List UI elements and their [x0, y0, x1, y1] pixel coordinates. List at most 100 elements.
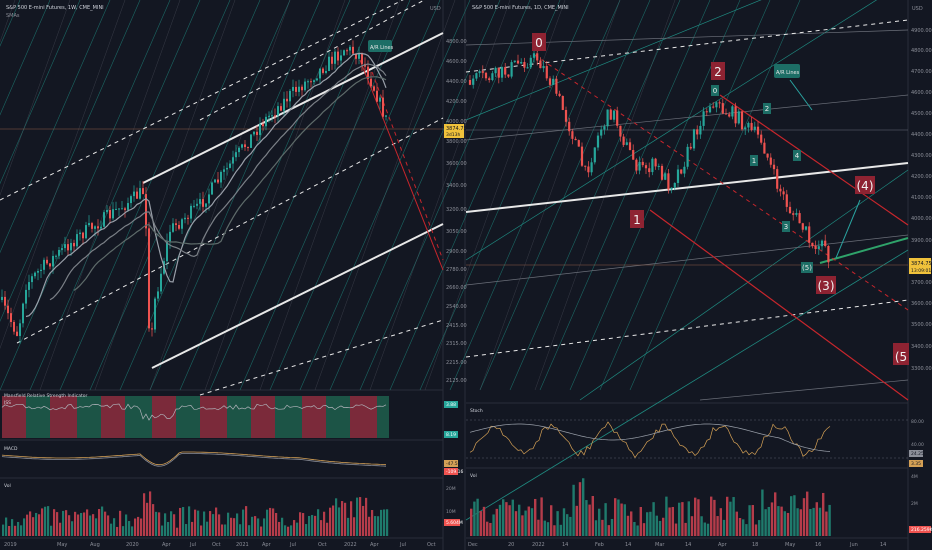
candle-body: [382, 97, 384, 117]
candle-body: [817, 246, 820, 249]
mansfield-bar: [320, 396, 323, 438]
candle-body: [580, 146, 584, 166]
candle-body: [379, 97, 381, 102]
mansfield-bar: [74, 396, 77, 438]
left-x-label: Jul: [399, 542, 406, 548]
left-x-label: 2019: [4, 542, 17, 548]
left-price-tick: 2660.00: [446, 285, 467, 291]
candle-body: [49, 263, 51, 267]
volume-bar: [383, 509, 386, 536]
volume-bar: [751, 505, 754, 536]
candle-body: [244, 144, 246, 148]
candle-body: [289, 90, 291, 102]
candle-body: [175, 223, 177, 225]
volume-bar: [323, 511, 326, 536]
volume-bar: [47, 506, 50, 536]
minor-wave-box: [782, 221, 790, 232]
candle-body: [124, 208, 126, 210]
volume-bar: [553, 525, 556, 536]
right-price-tick: 4700.00: [911, 69, 932, 75]
left-price-tick: 2125.00: [446, 378, 467, 384]
right-x-label: 18: [752, 542, 758, 548]
volume-bar: [633, 521, 636, 536]
volume-bar: [706, 523, 710, 536]
candle-body: [724, 113, 728, 115]
right-x-label: 14: [625, 542, 631, 548]
candle-body: [121, 208, 123, 210]
candle-body: [94, 226, 96, 229]
candle-body: [609, 109, 612, 120]
volume-bar: [32, 517, 35, 536]
volume-bar: [317, 509, 320, 536]
candle-body: [804, 226, 808, 230]
volume-bar: [710, 496, 713, 536]
volume-bar: [681, 502, 684, 536]
candle-body: [172, 223, 174, 232]
candle-body: [259, 124, 261, 135]
mansfield-bar: [17, 396, 20, 438]
volume-bar: [530, 508, 534, 536]
left-price-tick: 2900.00: [446, 249, 467, 255]
wave-label-box: [855, 176, 875, 194]
candle-body: [253, 131, 255, 135]
candle-body: [70, 242, 72, 251]
candle-body: [670, 187, 673, 190]
volume-bar: [176, 527, 179, 536]
volume-bar: [607, 525, 610, 536]
left-chart-title: S&P 500 E-mini Futures, 1W, CME_MINI: [6, 5, 104, 11]
right-price-tick: 4300.00: [911, 153, 932, 159]
candle-body: [571, 131, 574, 139]
candle-body: [292, 86, 294, 91]
candle-body: [106, 210, 108, 213]
volume-bar: [146, 502, 149, 536]
candle-body: [664, 173, 667, 180]
mansfield-bar: [359, 396, 362, 438]
candle-body: [358, 53, 360, 59]
candle-body: [193, 205, 195, 207]
volume-bar: [179, 507, 182, 536]
mansfield-bar: [332, 396, 335, 438]
candle-body: [507, 74, 510, 77]
volume-bar: [585, 500, 588, 536]
mansfield-bar: [137, 396, 140, 438]
volume-bar: [495, 508, 498, 536]
volume-bar: [502, 499, 505, 536]
grey-fan-line: [534, 0, 676, 391]
volume-bar: [761, 489, 764, 536]
volume-bar: [748, 505, 751, 536]
candle-body: [304, 81, 306, 91]
minor-wave-label: (5): [802, 264, 812, 272]
candle-body: [88, 223, 90, 226]
candle-body: [568, 121, 571, 132]
volume-bar: [275, 512, 278, 536]
candle-body: [211, 182, 213, 195]
mansfield-bar: [254, 396, 257, 438]
left-price-tick: 2540.00: [446, 304, 467, 310]
volume-bar: [546, 522, 550, 536]
left-price-tick: 2780.00: [446, 267, 467, 273]
volume-bar: [774, 492, 777, 536]
grey-line: [465, 94, 909, 141]
mansfield-bar: [335, 396, 338, 438]
candle-body: [827, 245, 830, 263]
volume-bar: [822, 492, 825, 536]
volume-bar: [559, 524, 562, 536]
volume-bar: [368, 516, 371, 536]
candle-body: [689, 146, 692, 149]
volume-bar: [161, 525, 164, 536]
mansfield-bar: [5, 396, 8, 438]
volume-bar: [729, 501, 732, 536]
candle-body: [235, 152, 237, 158]
mansfield-bar: [35, 396, 38, 438]
candle-body: [103, 212, 105, 227]
candle-body: [788, 206, 792, 214]
volume-bar: [29, 511, 32, 536]
candle-body: [574, 138, 577, 141]
mansfield-label: Mansfield Relative Strength Indicator: [4, 393, 87, 399]
candle-body: [766, 153, 769, 158]
left-price-tag: [444, 124, 464, 138]
right-chart-title: S&P 500 E-mini Futures, 1D, CME_MINI: [472, 5, 569, 11]
right-x-label: Apr: [718, 542, 728, 548]
minor-wave-box: [711, 85, 719, 96]
volume-bar: [164, 513, 167, 536]
